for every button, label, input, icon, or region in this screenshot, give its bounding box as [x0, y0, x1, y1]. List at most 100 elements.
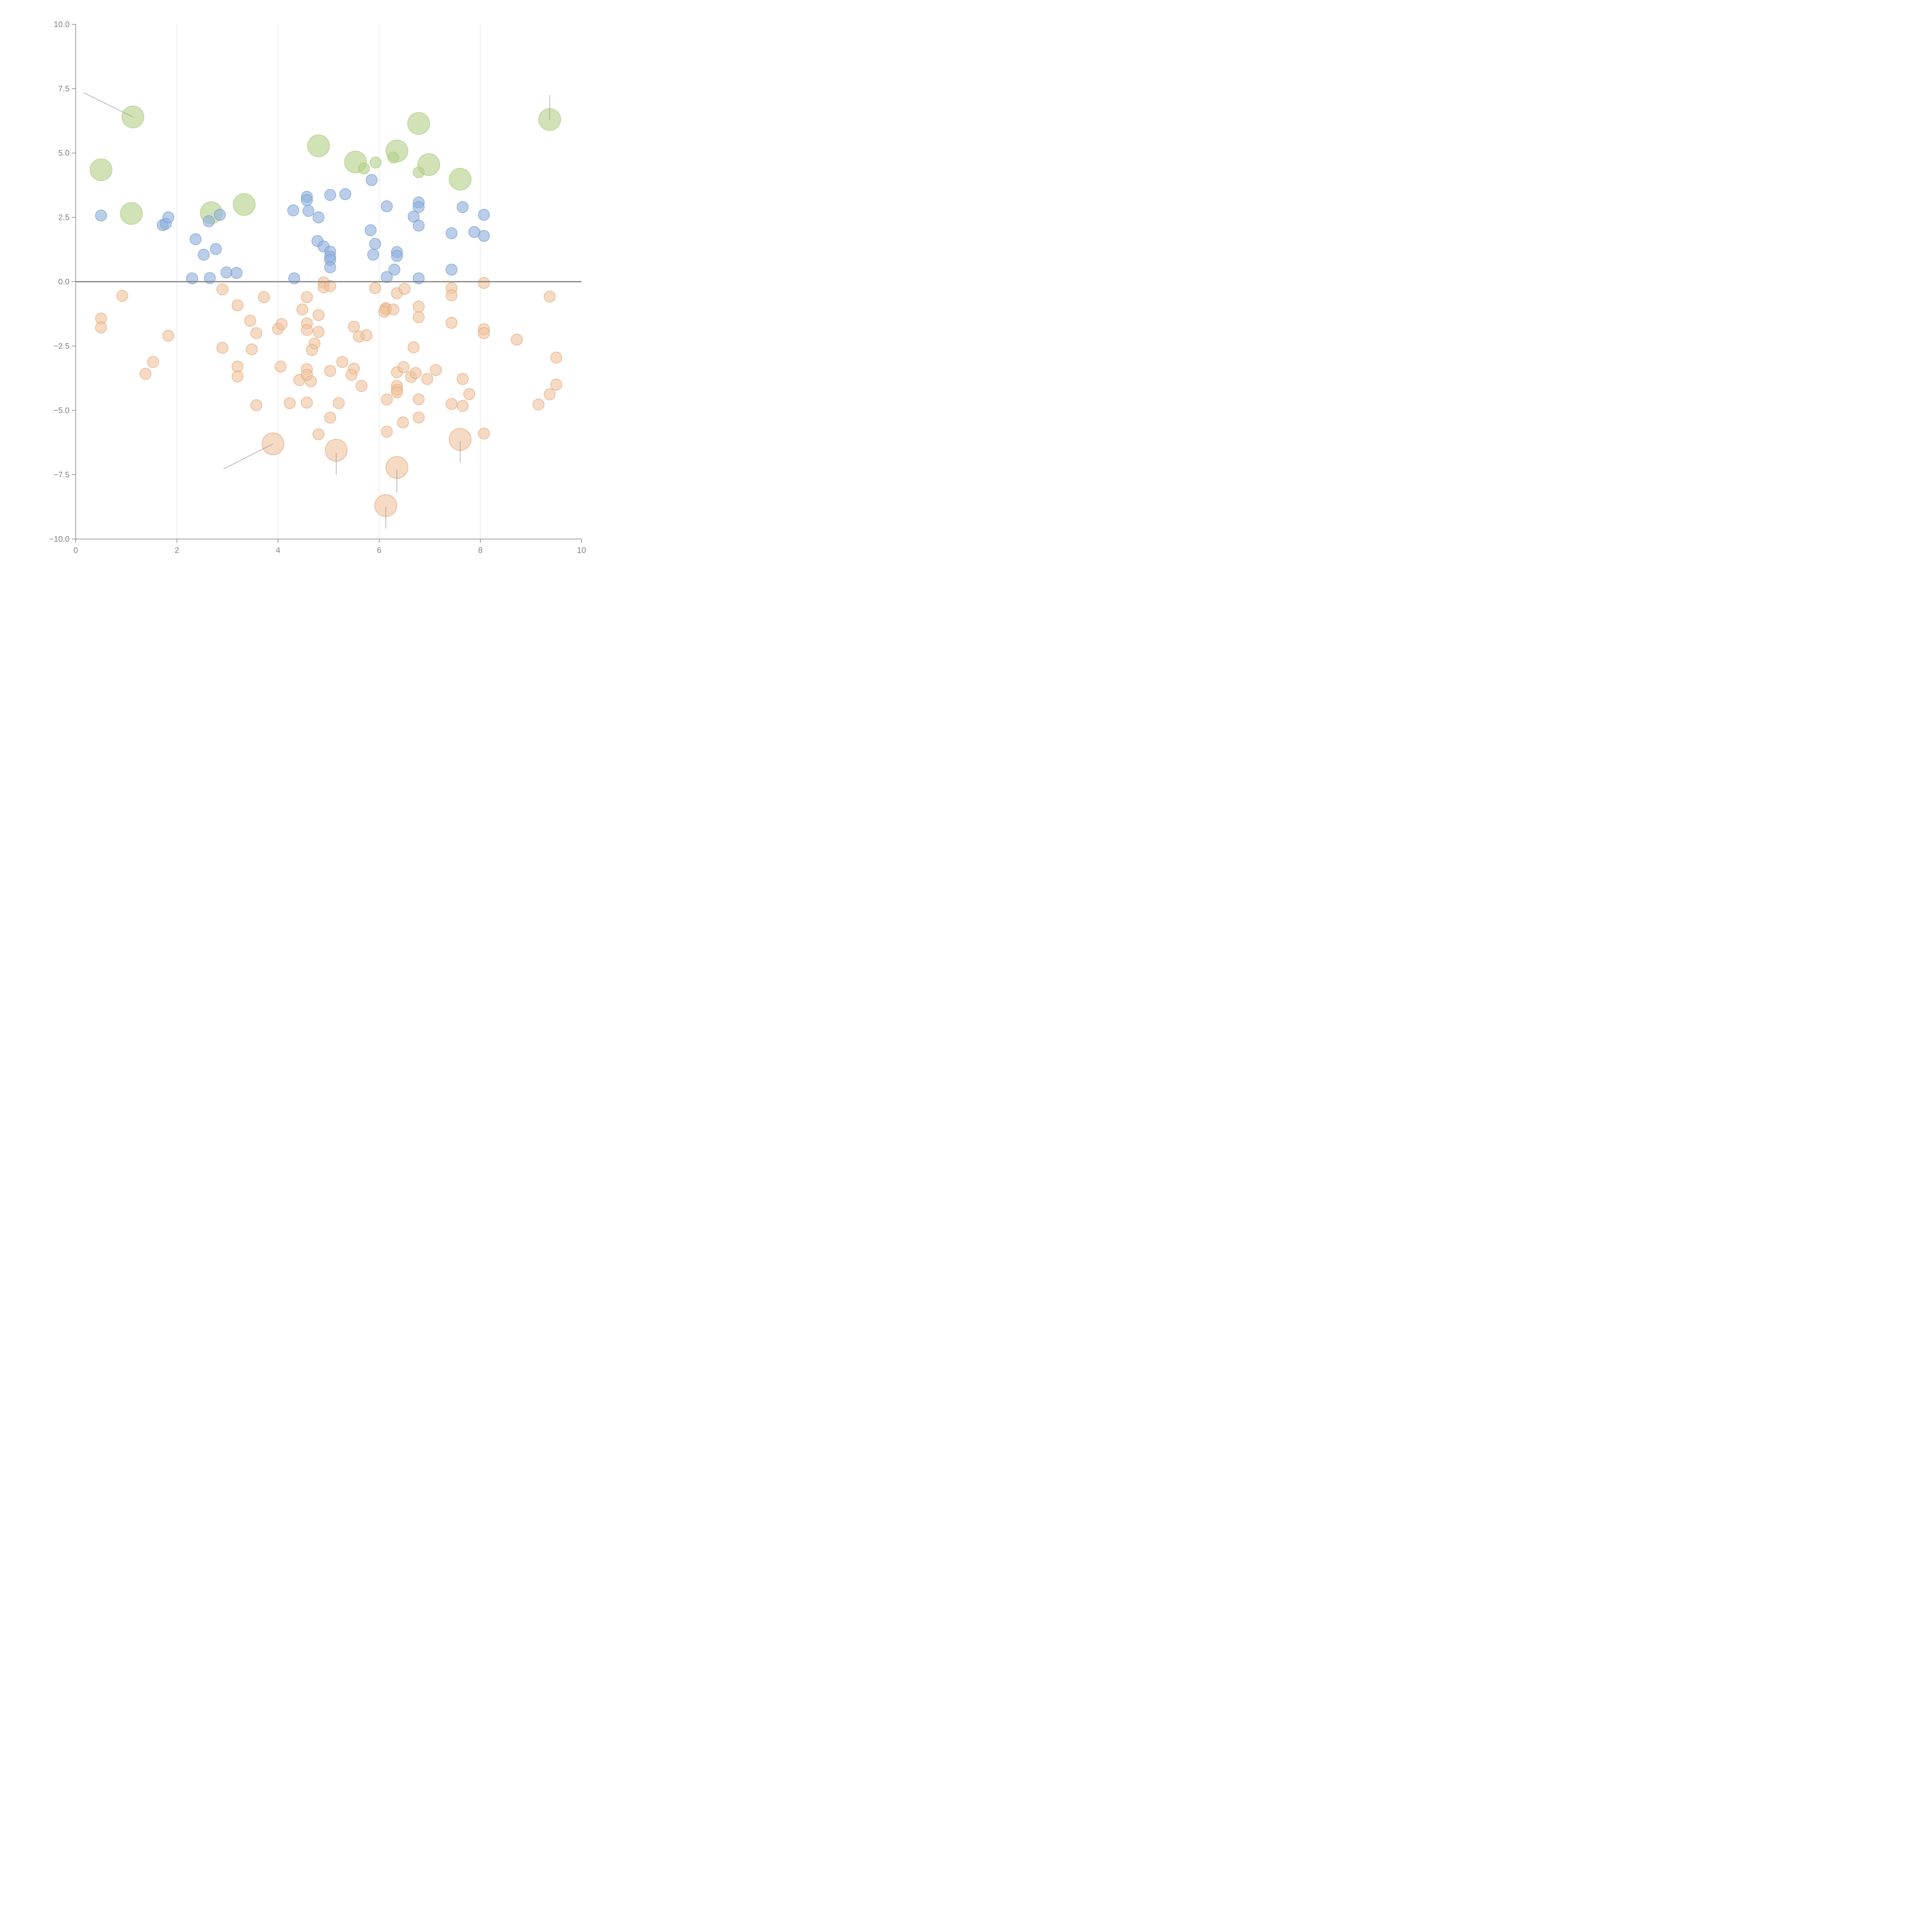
point-orange-45	[361, 329, 373, 342]
point-blue-3	[162, 211, 175, 223]
point-orange-27	[305, 375, 317, 388]
point-blue-36	[407, 211, 420, 223]
point-orange-47	[369, 282, 381, 294]
y-tick-label: 0.0	[58, 277, 70, 286]
point-blue-38	[413, 201, 425, 213]
point-orange-13	[231, 370, 244, 383]
point-orange-32	[312, 326, 325, 338]
point-orange-78	[478, 277, 490, 289]
point-orange-31	[312, 309, 325, 321]
point-orange-28	[301, 396, 313, 409]
point-orange-66	[413, 311, 425, 323]
point-blue-41	[446, 227, 458, 240]
point-orange-64	[407, 341, 420, 354]
point-orange-41	[348, 321, 360, 333]
point-orange-76	[456, 400, 469, 412]
point-orange-72	[446, 289, 458, 301]
point-green-11	[407, 112, 430, 135]
point-orange-14	[250, 399, 262, 412]
point-blue-5	[197, 248, 210, 261]
point-blue-11	[220, 266, 233, 279]
point-blue-0	[95, 209, 107, 222]
point-orange-58	[391, 386, 403, 398]
point-orange-22	[301, 291, 313, 303]
point-orange-40	[333, 397, 345, 409]
point-blue-18	[312, 211, 325, 223]
point-orange-6	[216, 283, 229, 296]
leader-lines	[83, 92, 550, 529]
point-orange-70	[430, 364, 442, 376]
leader-line-2	[223, 443, 273, 469]
point-orange-3	[162, 330, 175, 342]
y-tick-label: 2.5	[58, 213, 70, 222]
point-orange-9	[250, 327, 262, 339]
y-tick-label: −2.5	[54, 342, 70, 351]
point-blue-24	[324, 261, 336, 274]
point-blue-45	[478, 209, 490, 221]
point-green-4	[233, 193, 256, 216]
point-green-5	[307, 134, 330, 157]
point-blue-13	[287, 204, 299, 217]
point-orange-0	[116, 290, 128, 302]
point-blue-42	[446, 264, 458, 276]
point-blue-29	[369, 238, 381, 250]
point-orange-87	[550, 378, 563, 391]
point-blue-9	[210, 243, 222, 255]
point-orange-65	[413, 301, 425, 313]
point-orange-69	[421, 373, 434, 385]
point-orange-38	[324, 412, 336, 424]
point-green-14	[449, 168, 472, 191]
point-orange-10	[246, 343, 258, 355]
point-orange-63	[410, 367, 422, 379]
point-orange-73	[446, 317, 458, 329]
point-orange-7	[231, 299, 244, 311]
x-tick-label: 4	[276, 546, 281, 555]
point-green-8	[369, 156, 382, 169]
axes: 10.0 7.5 5.0 2.5 0.0 −2.5 −5.0 −7.5 −10.00 2 4 6 8 10	[49, 20, 586, 555]
x-tick-label: 2	[175, 546, 179, 555]
point-orange-5	[139, 367, 152, 380]
point-orange-82	[510, 333, 523, 346]
point-orange-11	[216, 342, 229, 354]
point-blue-39	[413, 219, 425, 232]
point-orange-17	[276, 318, 288, 330]
x-tick-label: 0	[73, 546, 78, 555]
point-orange-68	[413, 412, 425, 424]
point-blue-32	[381, 271, 393, 283]
point-orange-86	[550, 351, 563, 364]
point-orange-4	[147, 356, 159, 368]
leader-line-0	[83, 92, 133, 117]
y-tick-label: −7.5	[54, 471, 70, 480]
point-blue-25	[324, 189, 336, 201]
data-points	[89, 105, 563, 517]
point-orange-59	[381, 393, 393, 406]
x-tick-label: 6	[377, 546, 382, 555]
y-tick-label: −5.0	[54, 406, 70, 415]
point-orange-2	[95, 321, 107, 334]
y-tick-label: −10.0	[49, 535, 70, 544]
point-orange-36	[324, 280, 336, 292]
point-orange-46	[355, 380, 368, 392]
point-orange-80	[478, 327, 490, 339]
point-orange-37	[324, 365, 336, 377]
point-blue-43	[456, 201, 469, 213]
point-green-2	[120, 202, 143, 225]
point-orange-30	[306, 344, 318, 356]
point-blue-28	[364, 224, 377, 236]
point-orange-81	[478, 427, 490, 440]
point-orange-75	[456, 373, 469, 385]
point-orange-77	[463, 388, 475, 400]
y-tick-label: 5.0	[58, 149, 70, 158]
point-blue-30	[367, 248, 379, 261]
point-orange-33	[312, 428, 325, 440]
point-blue-26	[339, 188, 352, 201]
x-tick-label: 8	[478, 546, 483, 555]
point-blue-31	[381, 200, 393, 213]
point-orange-55	[397, 361, 410, 373]
point-orange-39	[336, 356, 349, 368]
point-blue-17	[302, 205, 315, 217]
point-blue-7	[202, 215, 215, 227]
point-orange-21	[296, 303, 308, 316]
point-green-10	[385, 139, 408, 163]
point-orange-60	[397, 416, 409, 429]
